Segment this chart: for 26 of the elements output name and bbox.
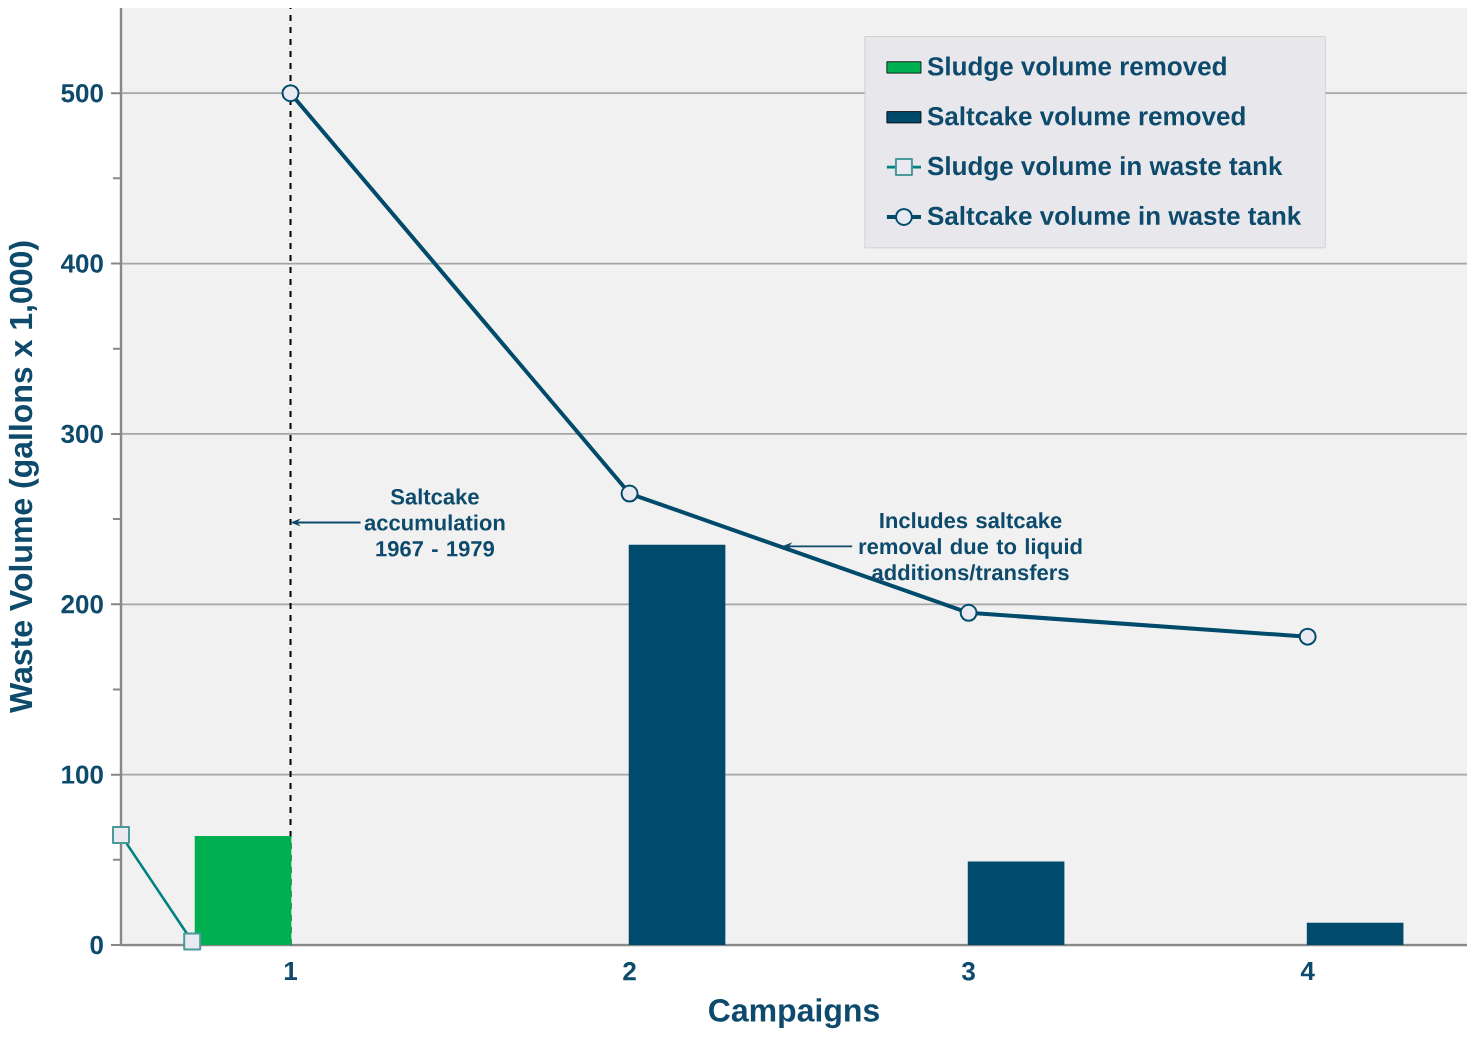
point <box>620 484 639 503</box>
annotation: Saltcake accumulation 1967 - 1979 <box>364 488 505 557</box>
x-axis-title: Campaigns <box>709 998 879 1029</box>
bar <box>967 861 1065 945</box>
legend-label: Sludge volume in waste tank <box>927 156 1283 181</box>
y-tick-label: 300 <box>61 424 103 444</box>
point <box>959 603 978 622</box>
y-tick-label: 0 <box>90 935 103 955</box>
y-tick-label: 500 <box>61 83 103 103</box>
x-tick-label: 1 <box>284 962 298 980</box>
point <box>1298 627 1317 646</box>
bar <box>628 544 726 945</box>
x-tick-label: 2 <box>623 962 636 981</box>
x-tick-label: 4 <box>1300 962 1315 980</box>
y-tick-label: 200 <box>61 595 103 614</box>
y-tick-label: 400 <box>60 254 103 273</box>
y-axis-title: Waste Volume (gallons x 1,000) <box>8 241 39 713</box>
legend-label: Saltcake volume removed <box>927 106 1245 126</box>
bar <box>1306 922 1404 945</box>
legend-label: Saltcake volume in waste tank <box>927 206 1302 226</box>
annotation: Includes saltcake removal due to liquid additions/transfers <box>859 512 1082 581</box>
point <box>281 84 300 103</box>
legend-label: Sludge volume removed <box>927 56 1226 81</box>
x-tick-label: 3 <box>961 962 975 981</box>
y-tick-label: 100 <box>62 765 103 784</box>
bar <box>194 835 292 945</box>
